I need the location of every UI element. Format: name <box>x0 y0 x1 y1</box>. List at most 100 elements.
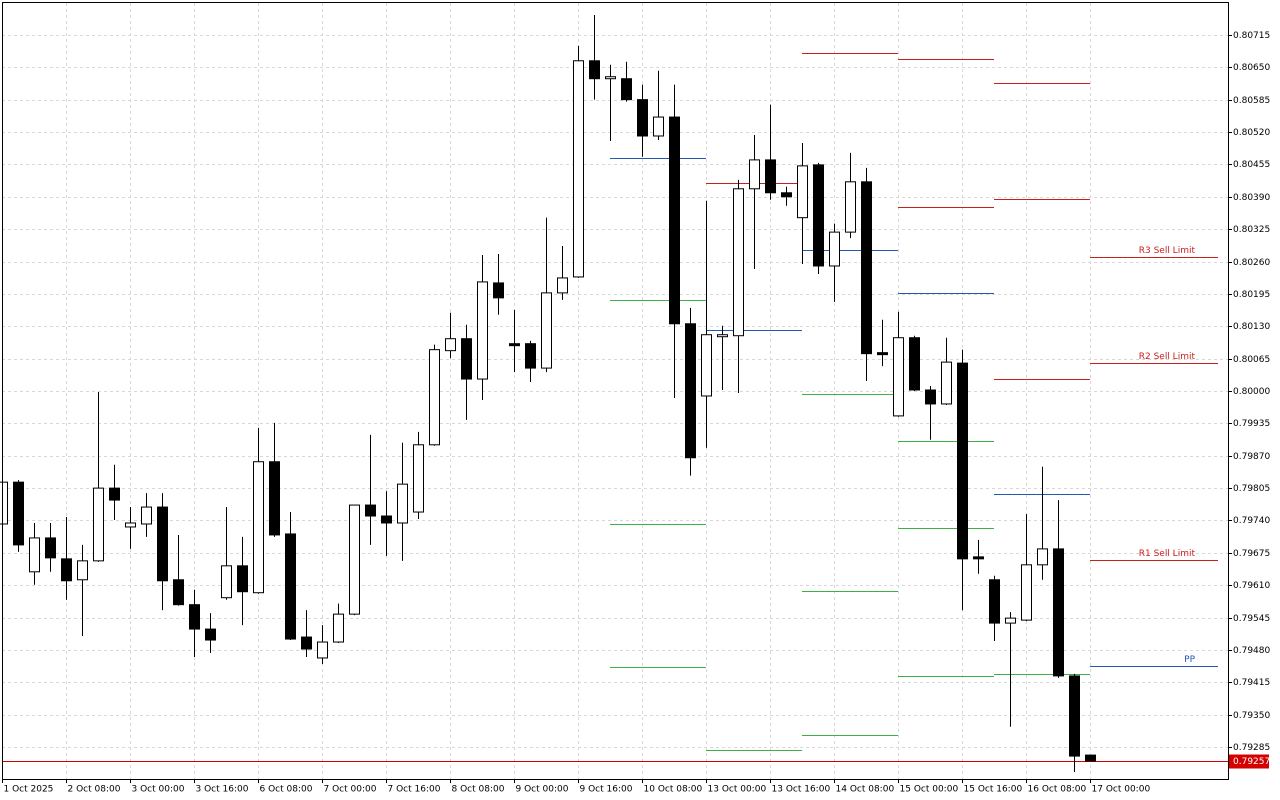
candle-body-down <box>957 362 968 560</box>
candle-body-down <box>685 323 696 459</box>
y-tick-label: 0.79350 <box>1233 711 1270 721</box>
candle-body-down <box>813 164 824 267</box>
candle-body-down <box>589 60 600 80</box>
candle-body-down <box>13 481 24 546</box>
candle-body-down <box>61 558 72 582</box>
candle-body-down <box>525 343 536 369</box>
x-tick-label: 3 Oct 16:00 <box>196 785 249 795</box>
candle-body-up <box>653 116 664 137</box>
y-tick-label: 0.79870 <box>1233 452 1270 462</box>
y-tick-label: 0.80260 <box>1233 258 1270 268</box>
y-tick-label: 0.79545 <box>1233 614 1270 624</box>
candle-body-down <box>877 352 888 356</box>
x-tick-label: 13 Oct 16:00 <box>772 785 831 795</box>
candle-body-down <box>173 579 184 606</box>
candle-body-up <box>573 60 584 278</box>
x-tick-label: 2 Oct 08:00 <box>68 785 121 795</box>
candle-body-down <box>973 556 984 560</box>
y-tick-label: 0.80455 <box>1233 160 1270 170</box>
candle-body-down <box>669 116 680 325</box>
candle-body-up <box>541 292 552 369</box>
candle-body-up <box>477 281 488 380</box>
candle-body-up <box>0 481 8 525</box>
x-tick-label: 14 Oct 08:00 <box>836 785 895 795</box>
candle-body-up <box>605 76 616 80</box>
y-tick-label: 0.79415 <box>1233 678 1270 688</box>
candle-body-down <box>461 338 472 380</box>
x-tick-label: 17 Oct 00:00 <box>1092 785 1151 795</box>
candle-body-up <box>557 277 568 294</box>
x-tick-label: 13 Oct 00:00 <box>708 785 767 795</box>
candle-body-down <box>269 461 280 536</box>
x-tick-label: 7 Oct 00:00 <box>324 785 377 795</box>
y-tick-label: 0.79805 <box>1233 484 1270 494</box>
x-tick-label: 3 Oct 00:00 <box>132 785 185 795</box>
candle-body-up <box>317 641 328 659</box>
candle-body-down <box>1085 754 1096 762</box>
y-tick-label: 0.80390 <box>1233 193 1270 203</box>
candle-body-down <box>509 343 520 347</box>
candle-body-up <box>941 361 952 405</box>
y-tick-label: 0.80000 <box>1233 387 1270 397</box>
candle-body-up <box>253 461 264 594</box>
candle-body-up <box>29 537 40 573</box>
candles <box>0 14 1096 773</box>
last-price-box <box>1229 754 1269 769</box>
candle-body-down <box>637 99 648 137</box>
y-tick-label: 0.80585 <box>1233 96 1270 106</box>
x-tick-label: 9 Oct 00:00 <box>516 785 569 795</box>
candle-body-up <box>733 188 744 337</box>
x-tick-label: 6 Oct 08:00 <box>260 785 313 795</box>
x-tick-label: 8 Oct 08:00 <box>452 785 505 795</box>
candle-body-down <box>925 389 936 405</box>
candle-body-down <box>781 192 792 198</box>
candle-body-down <box>205 628 216 641</box>
candle-body-down <box>109 487 120 501</box>
candle-body-up <box>1021 564 1032 621</box>
x-tick-label: 9 Oct 16:00 <box>580 785 633 795</box>
pivot-levels: R3 Sell Limit R2 Sell Limit R1 Sell Limit P… <box>2 53 1228 762</box>
candle-body-down <box>493 282 504 299</box>
axes: 0.80715 0.80650 0.80585 0.80520 0.80455 0.803… <box>2 31 1270 795</box>
candle-body-up <box>1005 617 1016 624</box>
candle-body-down <box>909 337 920 391</box>
candle-body-up <box>717 334 728 338</box>
candle-body-up <box>797 165 808 219</box>
y-tick-label: 0.80195 <box>1233 290 1270 300</box>
pivot-label: R1 Sell Limit <box>1139 549 1196 559</box>
y-tick-label: 0.80130 <box>1233 322 1270 332</box>
pivot-label: R3 Sell Limit <box>1139 246 1196 256</box>
candle-body-down <box>621 78 632 101</box>
candle-body-up <box>141 506 152 525</box>
candle-body-up <box>445 338 456 352</box>
candle-body-down <box>237 565 248 593</box>
y-tick-label: 0.79935 <box>1233 419 1270 429</box>
y-tick-label: 0.79675 <box>1233 549 1270 559</box>
last-price-label: 0.79257 <box>1233 757 1270 767</box>
candle-body-up <box>701 334 712 397</box>
candle-body-down <box>157 506 168 582</box>
y-tick-label: 0.80325 <box>1233 225 1270 235</box>
candle-body-up <box>93 487 104 562</box>
candle-body-up <box>1037 548 1048 566</box>
candle-body-up <box>333 613 344 643</box>
x-tick-label: 15 Oct 00:00 <box>900 785 959 795</box>
candle-body-down <box>381 515 392 524</box>
candle-body-down <box>189 604 200 630</box>
candle-body-up <box>77 560 88 581</box>
candle-body-up <box>893 337 904 417</box>
candle-body-up <box>413 444 424 513</box>
candle-body-up <box>125 522 136 528</box>
candle-body-up <box>829 231 840 267</box>
y-tick-label: 0.80650 <box>1233 63 1270 73</box>
y-tick-label: 0.79480 <box>1233 646 1270 656</box>
x-tick-label: 15 Oct 16:00 <box>964 785 1023 795</box>
candle-body-up <box>349 504 360 615</box>
y-tick-label: 0.79740 <box>1233 516 1270 526</box>
grid <box>2 3 1228 779</box>
candle-body-down <box>765 159 776 194</box>
candle-body-down <box>285 533 296 640</box>
y-tick-label: 0.79285 <box>1233 743 1270 753</box>
candle-body-up <box>845 181 856 233</box>
